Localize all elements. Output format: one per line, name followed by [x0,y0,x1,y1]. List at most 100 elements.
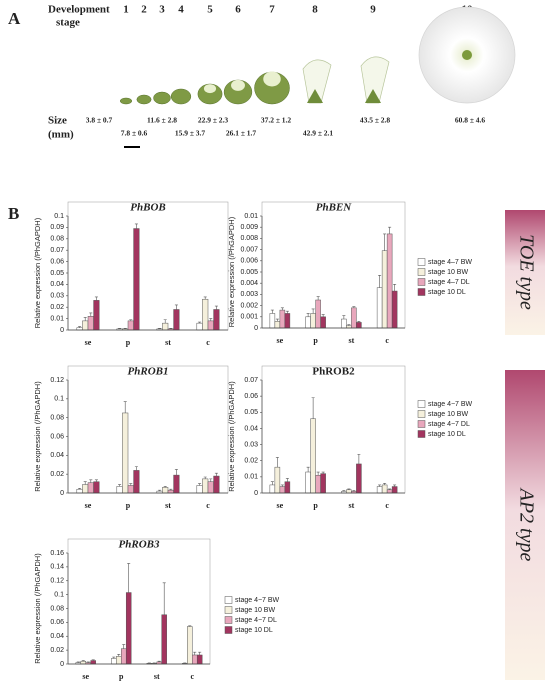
y-tick-label: 0.007 [240,246,258,253]
error-bar [134,466,138,471]
error-bar [280,484,284,487]
error-bar [393,484,397,487]
error-bar [357,453,361,464]
error-bar [188,625,192,627]
legend-swatch [224,616,233,624]
error-bar [89,479,93,483]
y-tick-label: 0.03 [50,293,64,300]
y-tick-label: 0.06 [50,258,64,265]
error-bar [203,476,207,479]
bar [315,299,321,329]
y-tick-label: 0.02 [50,647,64,654]
bar [391,486,398,494]
y-tick-label: 0.1 [54,396,64,403]
flower-tube [302,59,332,104]
petal-tip [263,71,281,87]
size-label: 37.2 ± 1.2 [261,116,292,125]
petal-tip [231,79,245,91]
error-bar [214,472,218,477]
bar [93,481,100,494]
y-tick-label: 0.05 [50,270,64,277]
error-bar [357,320,361,323]
bar [269,484,276,494]
y-tick-label: 0.04 [50,281,64,288]
flower-bud [197,83,223,105]
error-bar [383,233,387,251]
y-tick-label: 0.09 [50,224,64,231]
bar [274,466,281,494]
stage-heading: stage [56,17,80,29]
bar [87,316,94,331]
error-bar [118,327,122,329]
y-tick-label: 0.07 [50,247,64,254]
size-label: 43.5 ± 2.8 [360,116,391,125]
x-tick-label: se [85,501,92,510]
error-bar [174,304,178,310]
y-tick-label: 0.1 [54,213,64,220]
bar [207,481,214,494]
error-bar [388,226,392,234]
error-bar [123,327,127,329]
y-axis-label: Relative expression (/PhGAPDH) [227,216,236,327]
error-bar [193,651,197,655]
x-tick-label: p [313,336,318,345]
error-bar [163,319,167,324]
size-label: 26.1 ± 1.7 [226,129,257,138]
side-panel [505,370,545,680]
error-bar [209,318,213,321]
bar [82,320,89,331]
bar [202,298,209,331]
error-bar [306,466,310,473]
bar [376,486,383,494]
error-bar [198,483,202,486]
legend-swatch [224,606,233,614]
error-bar [198,651,202,655]
legend-swatch [417,430,426,438]
error-bar [311,308,315,314]
legend-swatch [417,258,426,266]
chart-title: PhROB2 [312,366,355,378]
error-bar [78,487,82,490]
x-tick-label: c [206,338,210,347]
error-bar [388,488,392,490]
legend-label: stage 4−7 DL [428,421,470,428]
error-bar [214,305,218,310]
stage-number: 6 [235,4,241,16]
legend-label: stage 10 DL [428,289,466,296]
error-bar [89,312,93,317]
bar [207,320,214,331]
y-tick-label: 0.03 [244,441,258,448]
error-bar [316,471,320,476]
y-tick-label: 0.01 [244,213,258,220]
y-tick-label: 0.12 [50,578,64,585]
size-label: 7.8 ± 0.6 [121,129,148,138]
error-bar [158,327,162,329]
legend-swatch [224,596,233,604]
y-tick-label: 0 [60,661,64,668]
y-tick-label: 0.16 [50,550,64,557]
stage-number: 3 [159,4,165,16]
stage-number: 2 [141,4,147,16]
error-bar [117,653,121,657]
bar [196,322,203,331]
bar [305,471,311,494]
side-panel [505,210,545,335]
legend-label: stage 4−7 DL [235,617,277,624]
plot-frame [67,365,229,494]
y-tick-label: 0 [254,490,258,497]
bar [76,488,83,494]
error-bar [280,307,284,311]
y-tick-label: 0.002 [240,302,258,309]
bar [196,485,203,494]
sepals [307,89,323,103]
y-tick-label: 0.01 [244,474,258,481]
y-tick-label: 0.05 [244,409,258,416]
bar [213,475,220,494]
y-tick-label: 0.009 [240,224,258,231]
legend-label: stage 4−7 BW [235,597,280,604]
y-tick-label: 0.01 [50,315,64,322]
error-bar [378,484,382,487]
error-bar [316,296,320,300]
error-bar [162,582,166,615]
bar [111,658,117,665]
